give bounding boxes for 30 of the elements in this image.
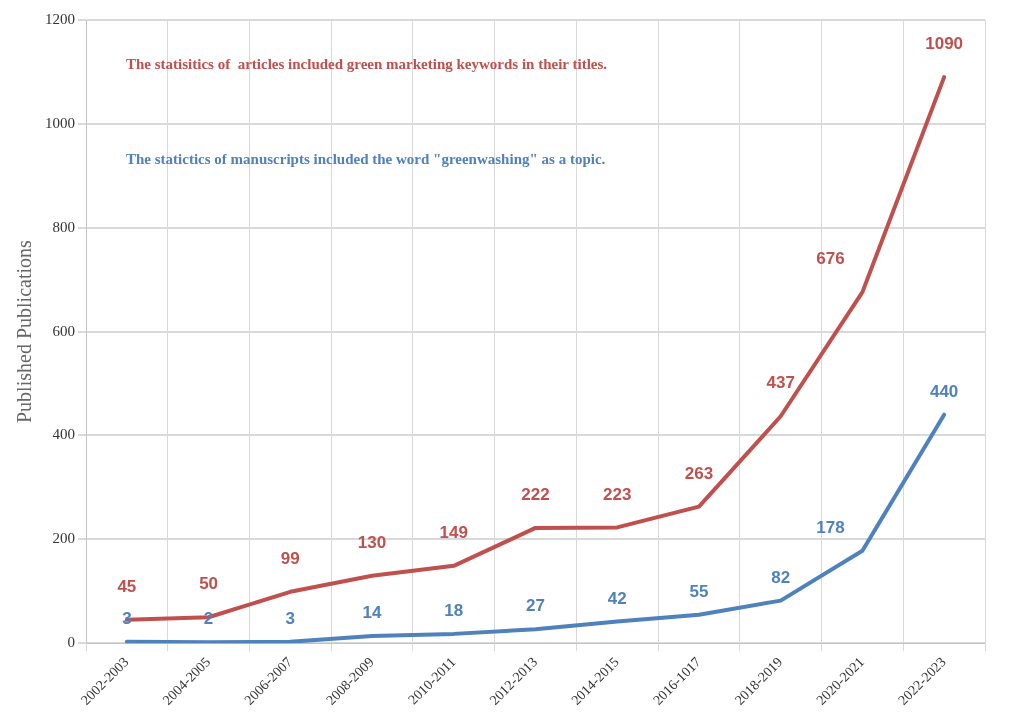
y-tick-label: 200 [52,530,75,547]
data-label: 223 [603,484,632,504]
data-label: 1090 [925,34,964,54]
y-tick-label: 600 [52,322,75,339]
data-label: 437 [766,373,795,393]
data-label: 18 [444,601,464,621]
data-label: 676 [816,249,845,269]
data-label: 42 [607,588,627,608]
data-label: 50 [199,574,219,594]
y-tick-label: 0 [67,634,75,651]
data-label: 99 [280,549,300,568]
data-label: 14 [362,603,383,623]
y-tick-label: 400 [52,426,75,443]
data-label: 130 [357,532,387,552]
data-label: 55 [689,581,709,601]
data-label: 27 [526,596,545,616]
y-tick-label: 800 [52,218,75,235]
data-label: 45 [117,577,137,597]
y-tick-label: 1000 [45,114,75,131]
text: The statisitics of articles included green marketing keywords in their titles. [126,55,608,72]
data-label: 149 [439,523,468,543]
data-label: 222 [521,485,550,505]
y-axis-title: Published Publications [13,240,36,424]
data-label: 178 [816,517,845,537]
data-label: 3 [285,608,296,628]
y-tick-label: 1200 [45,10,75,27]
data-label: 82 [771,567,791,587]
data-label: 440 [929,381,959,401]
text: The statictics of manuscripts included the word "greenwashing" as a topic. [126,150,606,167]
data-label: 263 [684,463,714,483]
